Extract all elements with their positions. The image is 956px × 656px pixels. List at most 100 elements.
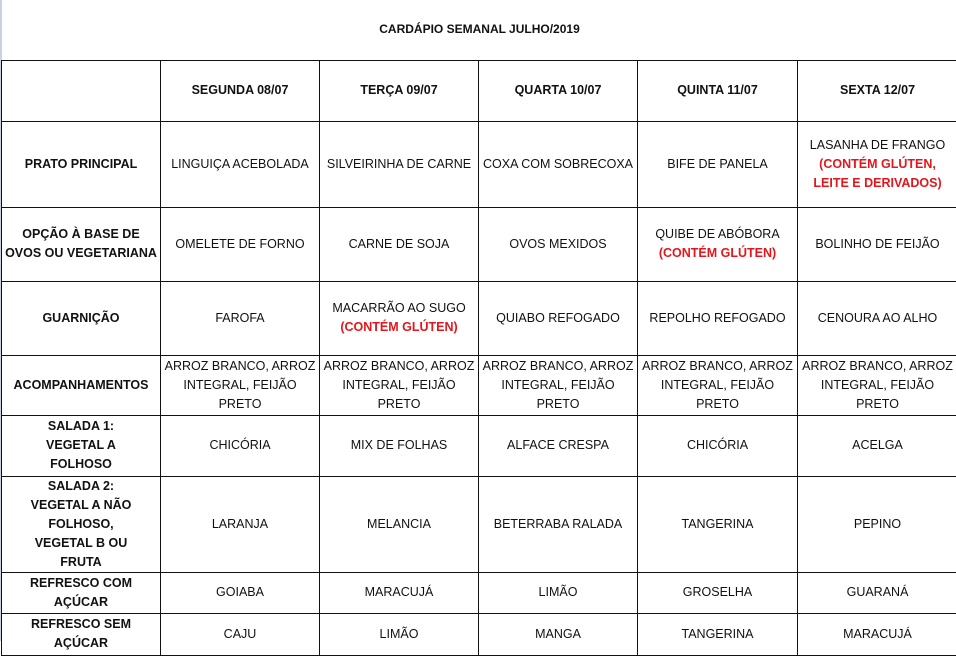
dish-name: MANGA — [535, 627, 581, 641]
menu-cell: MARACUJÁ — [320, 572, 479, 613]
menu-cell: ARROZ BRANCO, ARROZ INTEGRAL, FEIJÃO PRE… — [798, 355, 956, 415]
dish-name: CARNE DE SOJA — [349, 237, 450, 251]
row-label: SALADA 2: VEGETAL A NÃO FOLHOSO, VEGETAL… — [2, 476, 161, 572]
menu-cell: MELANCIA — [320, 476, 479, 572]
menu-cell: LIMÃO — [479, 572, 638, 613]
menu-title: CARDÁPIO SEMANAL JULHO/2019 — [2, 0, 956, 60]
dish-name: SILVEIRINHA DE CARNE — [327, 157, 471, 171]
menu-cell: OVOS MEXIDOS — [479, 207, 638, 281]
menu-cell: ARROZ BRANCO, ARROZ INTEGRAL, FEIJÃO PRE… — [479, 355, 638, 415]
menu-cell: CARNE DE SOJA — [320, 207, 479, 281]
menu-cell: LASANHA DE FRANGO (CONTÉM GLÚTEN, LEITE E… — [798, 121, 956, 207]
row-label: ACOMPANHAMENTOS — [2, 355, 161, 415]
menu-row: SALADA 2: VEGETAL A NÃO FOLHOSO, VEGETAL… — [2, 476, 956, 572]
row-label: PRATO PRINCIPAL — [2, 121, 161, 207]
day-header: TERÇA 09/07 — [320, 60, 479, 121]
menu-cell: QUIABO REFOGADO — [479, 281, 638, 355]
menu-row: PRATO PRINCIPAL LINGUIÇA ACEBOLADA SILVEIR… — [2, 121, 956, 207]
dish-name: ARROZ BRANCO, ARROZ INTEGRAL, FEIJÃO PRE… — [483, 359, 634, 411]
dish-name: LIMÃO — [380, 627, 419, 641]
header-row: SEGUNDA 08/07 TERÇA 09/07 QUARTA 10/07 Q… — [2, 60, 956, 121]
menu-cell: LIMÃO — [320, 613, 479, 655]
menu-cell: COXA COM SOBRECOXA — [479, 121, 638, 207]
allergen-note: (CONTÉM GLÚTEN, LEITE E DERIVADOS) — [800, 155, 955, 193]
menu-cell: ALFACE CRESPA — [479, 415, 638, 476]
dish-name: LINGUIÇA ACEBOLADA — [171, 157, 309, 171]
menu-row: REFRESCO SEM AÇÚCAR CAJU LIMÃO MANGA TANGERI… — [2, 613, 956, 655]
menu-cell: QUIBE DE ABÓBORA (CONTÉM GLÚTEN) — [638, 207, 798, 281]
menu-cell: MIX DE FOLHAS — [320, 415, 479, 476]
dish-name: PEPINO — [854, 517, 901, 531]
dish-name: COXA COM SOBRECOXA — [483, 157, 633, 171]
menu-cell: ARROZ BRANCO, ARROZ INTEGRAL, FEIJÃO PRE… — [320, 355, 479, 415]
allergen-note: (CONTÉM GLÚTEN) — [322, 318, 476, 337]
dish-name: BIFE DE PANELA — [667, 157, 768, 171]
menu-cell: MANGA — [479, 613, 638, 655]
dish-name: GUARANÁ — [847, 585, 909, 599]
dish-name: BOLINHO DE FEIJÃO — [815, 237, 939, 251]
row-label: GUARNIÇÃO — [2, 281, 161, 355]
allergen-note: (CONTÉM GLÚTEN) — [640, 244, 795, 263]
menu-cell: GOIABA — [161, 572, 320, 613]
menu-cell: ARROZ BRANCO, ARROZ INTEGRAL, FEIJÃO PRE… — [161, 355, 320, 415]
menu-cell: OMELETE DE FORNO — [161, 207, 320, 281]
dish-name: MACARRÃO AO SUGO — [332, 301, 465, 315]
dish-name: GROSELHA — [683, 585, 752, 599]
dish-name: QUIBE DE ABÓBORA — [655, 227, 779, 241]
menu-cell: CHICÓRIA — [161, 415, 320, 476]
dish-name: QUIABO REFOGADO — [496, 311, 620, 325]
dish-name: LARANJA — [212, 517, 268, 531]
menu-cell: TANGERINA — [638, 476, 798, 572]
menu-cell: MARACUJÁ — [798, 613, 956, 655]
menu-row: OPÇÃO À BASE DE OVOS OU VEGETARIANA OMELE… — [2, 207, 956, 281]
day-header: QUARTA 10/07 — [479, 60, 638, 121]
dish-name: OVOS MEXIDOS — [509, 237, 606, 251]
menu-cell: CHICÓRIA — [638, 415, 798, 476]
dish-name: ACELGA — [852, 438, 903, 452]
dish-name: ARROZ BRANCO, ARROZ INTEGRAL, FEIJÃO PRE… — [642, 359, 793, 411]
dish-name: GOIABA — [216, 585, 264, 599]
dish-name: BETERRABA RALADA — [494, 517, 623, 531]
dish-name: TANGERINA — [682, 627, 754, 641]
day-header: SEXTA 12/07 — [798, 60, 956, 121]
row-label: OPÇÃO À BASE DE OVOS OU VEGETARIANA — [2, 207, 161, 281]
menu-cell: CAJU — [161, 613, 320, 655]
dish-name: ARROZ BRANCO, ARROZ INTEGRAL, FEIJÃO PRE… — [165, 359, 316, 411]
title-row: CARDÁPIO SEMANAL JULHO/2019 — [2, 0, 956, 60]
menu-cell: TANGERINA — [638, 613, 798, 655]
dish-name: REPOLHO REFOGADO — [649, 311, 785, 325]
corner-cell — [2, 60, 161, 121]
menu-row: SALADA 1: VEGETAL A FOLHOSO CHICÓRIA MIX D… — [2, 415, 956, 476]
dish-name: TANGERINA — [682, 517, 754, 531]
menu-cell: FAROFA — [161, 281, 320, 355]
dish-name: ARROZ BRANCO, ARROZ INTEGRAL, FEIJÃO PRE… — [802, 359, 953, 411]
menu-cell: MACARRÃO AO SUGO (CONTÉM GLÚTEN) — [320, 281, 479, 355]
menu-cell: CENOURA AO ALHO — [798, 281, 956, 355]
dish-name: ALFACE CRESPA — [507, 438, 609, 452]
dish-name: CENOURA AO ALHO — [818, 311, 937, 325]
menu-cell: SILVEIRINHA DE CARNE — [320, 121, 479, 207]
menu-cell: GUARANÁ — [798, 572, 956, 613]
row-label: SALADA 1: VEGETAL A FOLHOSO — [2, 415, 161, 476]
row-label: REFRESCO COM AÇÚCAR — [2, 572, 161, 613]
menu-cell: BIFE DE PANELA — [638, 121, 798, 207]
row-label: REFRESCO SEM AÇÚCAR — [2, 613, 161, 655]
day-header: SEGUNDA 08/07 — [161, 60, 320, 121]
menu-cell: GROSELHA — [638, 572, 798, 613]
menu-cell: ACELGA — [798, 415, 956, 476]
dish-name: CHICÓRIA — [209, 438, 270, 452]
menu-cell: REPOLHO REFOGADO — [638, 281, 798, 355]
dish-name: MARACUJÁ — [843, 627, 912, 641]
menu-cell: BETERRABA RALADA — [479, 476, 638, 572]
dish-name: CAJU — [224, 627, 257, 641]
menu-cell: LARANJA — [161, 476, 320, 572]
dish-name: ARROZ BRANCO, ARROZ INTEGRAL, FEIJÃO PRE… — [324, 359, 475, 411]
menu-cell: BOLINHO DE FEIJÃO — [798, 207, 956, 281]
dish-name: FAROFA — [215, 311, 264, 325]
dish-name: OMELETE DE FORNO — [175, 237, 304, 251]
menu-cell: LINGUIÇA ACEBOLADA — [161, 121, 320, 207]
dish-name: LASANHA DE FRANGO — [810, 138, 945, 152]
